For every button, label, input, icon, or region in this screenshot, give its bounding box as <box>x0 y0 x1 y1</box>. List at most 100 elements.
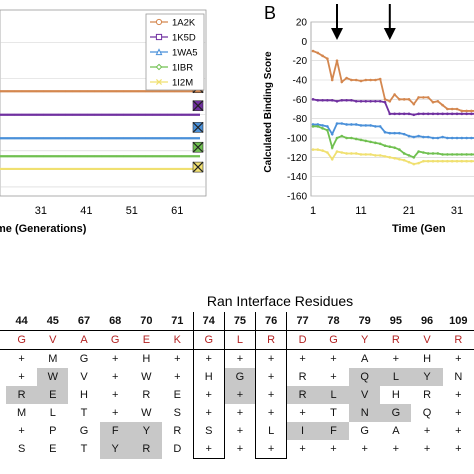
table-cell: A <box>361 353 369 365</box>
data-point <box>345 136 348 140</box>
x-tick-label: 31 <box>35 205 47 217</box>
data-point <box>364 153 368 156</box>
table-cell: + <box>111 353 119 365</box>
table-cell: + <box>111 407 119 419</box>
data-point <box>383 100 387 104</box>
data-point <box>173 90 176 93</box>
data-point <box>426 96 430 99</box>
data-point <box>359 79 363 83</box>
data-point <box>441 159 444 163</box>
table-cell: + <box>18 425 25 437</box>
data-point <box>57 155 60 158</box>
data-point <box>166 168 169 170</box>
table-cell: W <box>141 371 152 383</box>
data-point <box>335 122 339 125</box>
data-point <box>326 151 329 154</box>
table-cell: Y <box>349 330 381 350</box>
data-point <box>122 168 125 170</box>
table-cell: G <box>192 330 225 350</box>
data-point <box>311 125 315 128</box>
data-point <box>321 99 324 102</box>
table-cell: N <box>454 371 463 383</box>
data-point <box>455 136 459 140</box>
table-cell: + <box>299 407 306 419</box>
data-point <box>0 113 1 116</box>
data-point <box>374 125 377 128</box>
data-point <box>350 78 353 82</box>
data-point <box>180 113 183 116</box>
data-point <box>388 99 392 103</box>
data-point <box>188 113 190 116</box>
data-point <box>330 78 334 82</box>
data-point <box>335 99 339 103</box>
x-tick-label: 31 <box>451 205 463 217</box>
table-row: R E H + R E + + + R L V H R + <box>0 386 474 404</box>
table-cell: E <box>173 389 181 401</box>
data-point <box>393 146 396 149</box>
table-cell: I <box>286 422 318 440</box>
legend-marker <box>155 78 163 86</box>
data-point <box>412 113 416 117</box>
panel-b-x-axis-label: Time (Gen <box>392 223 446 235</box>
data-point <box>369 140 372 144</box>
data-point <box>374 154 377 157</box>
data-point <box>166 113 169 116</box>
data-point <box>6 113 9 116</box>
table-cell: + <box>455 407 462 419</box>
table-cell: R <box>142 389 151 401</box>
data-point <box>446 107 449 111</box>
data-point <box>345 76 348 80</box>
table-cell: + <box>192 440 225 459</box>
legend-entry: 1A2K <box>172 18 196 29</box>
data-point <box>398 131 401 135</box>
data-point <box>50 90 52 93</box>
data-point <box>64 168 67 170</box>
data-point <box>330 132 334 136</box>
data-point <box>173 168 176 170</box>
end-marker-x <box>192 161 204 173</box>
y-tick-label: -80 <box>293 114 308 125</box>
data-point <box>407 134 411 138</box>
table-cell: 77 <box>286 312 318 331</box>
data-point <box>166 137 169 140</box>
data-point <box>431 159 435 163</box>
data-point <box>316 148 320 151</box>
data-point <box>407 154 411 157</box>
data-point <box>100 168 103 170</box>
data-point <box>470 136 473 140</box>
data-point <box>13 90 16 93</box>
data-point <box>86 155 89 158</box>
table-cell: Y <box>411 368 443 386</box>
data-point <box>108 90 110 93</box>
data-point <box>422 96 425 99</box>
data-point <box>144 168 147 170</box>
data-point <box>460 136 464 140</box>
data-point <box>115 137 118 140</box>
table-cell: W <box>37 368 69 386</box>
data-point <box>311 123 315 126</box>
table-cell: + <box>255 349 288 368</box>
data-point <box>86 168 89 170</box>
table-cell: 76 <box>255 312 288 331</box>
data-point <box>42 155 45 158</box>
data-point <box>130 90 132 93</box>
data-point <box>350 99 353 102</box>
data-point <box>350 136 353 140</box>
data-point <box>436 112 440 116</box>
data-point <box>412 162 416 166</box>
table-cell: R <box>6 386 38 404</box>
data-point <box>460 159 464 163</box>
data-point <box>470 153 473 156</box>
table-cell: H <box>80 389 88 401</box>
table-cell: 79 <box>349 312 381 331</box>
data-point <box>28 113 30 116</box>
data-point <box>330 157 334 161</box>
data-point <box>446 153 449 156</box>
data-point <box>364 124 368 127</box>
data-point <box>436 159 440 163</box>
table-cell: G <box>360 425 369 437</box>
data-point <box>151 137 154 140</box>
data-point <box>166 155 169 158</box>
